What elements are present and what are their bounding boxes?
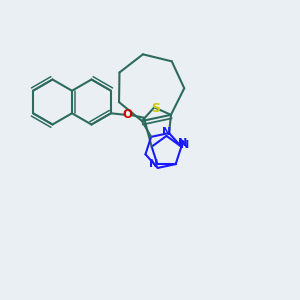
Text: N: N <box>180 140 190 150</box>
Text: N: N <box>178 138 188 148</box>
Text: O: O <box>122 108 133 121</box>
Text: N: N <box>162 127 171 137</box>
Text: S: S <box>151 102 160 115</box>
Text: N: N <box>149 159 158 169</box>
